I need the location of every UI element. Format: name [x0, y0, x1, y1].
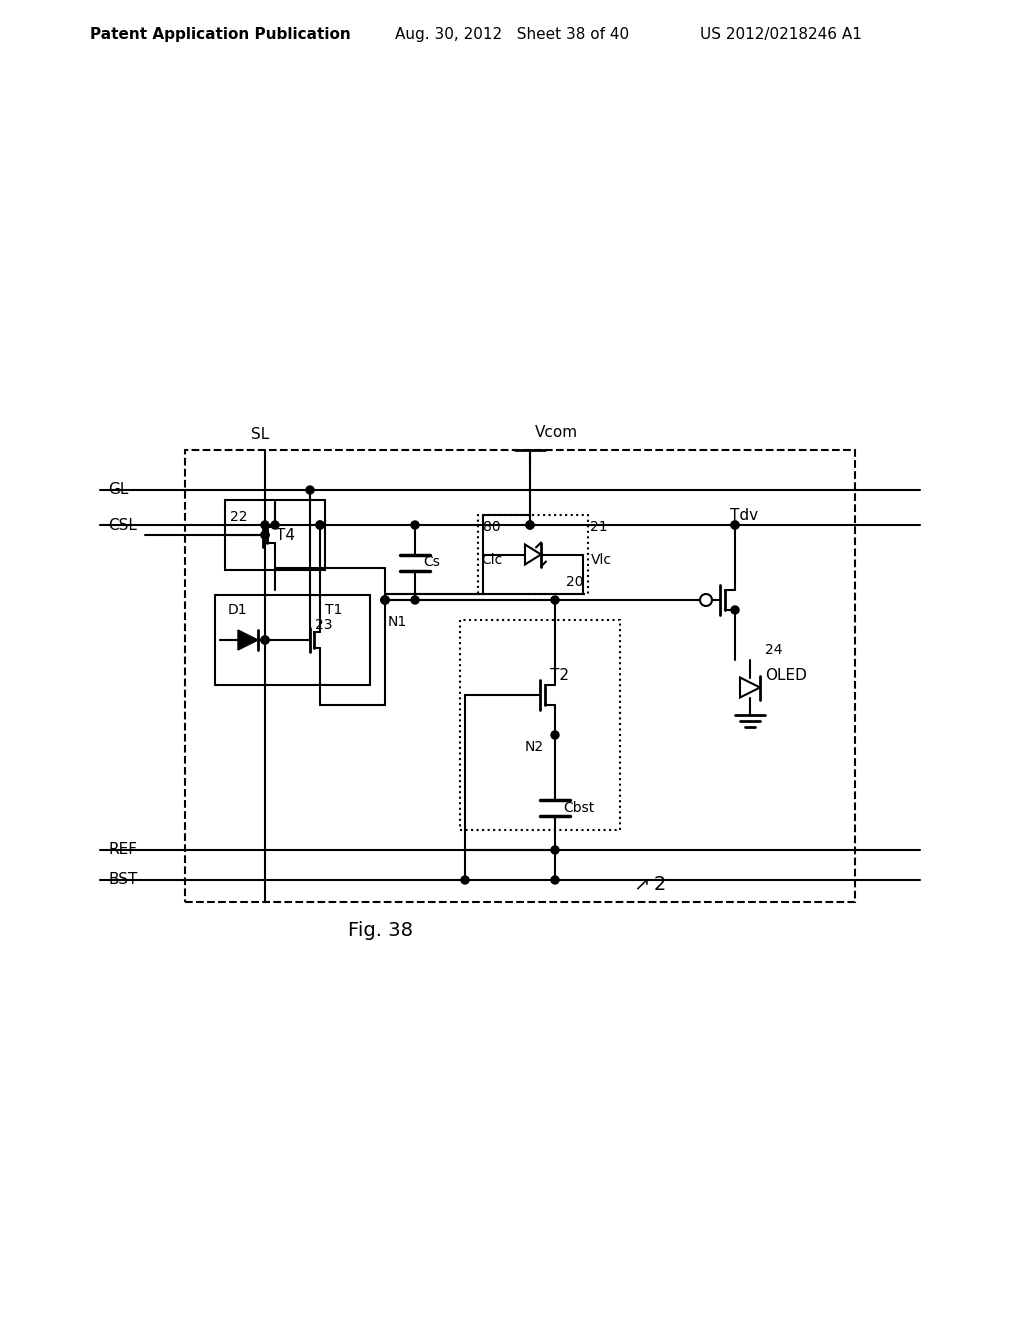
- Circle shape: [306, 486, 314, 494]
- Circle shape: [261, 531, 269, 539]
- Text: Fig. 38: Fig. 38: [347, 920, 413, 940]
- Circle shape: [551, 731, 559, 739]
- Circle shape: [551, 846, 559, 854]
- Text: REF: REF: [108, 842, 137, 858]
- Circle shape: [731, 606, 739, 614]
- Bar: [460, 620, 620, 830]
- Circle shape: [551, 876, 559, 884]
- Circle shape: [261, 636, 269, 644]
- Text: Patent Application Publication: Patent Application Publication: [90, 28, 351, 42]
- Text: Cbst: Cbst: [563, 800, 594, 814]
- Text: N2: N2: [525, 741, 544, 754]
- Circle shape: [551, 597, 559, 605]
- Circle shape: [731, 521, 739, 529]
- Text: Cs: Cs: [423, 556, 440, 569]
- Text: T2: T2: [550, 668, 569, 682]
- Circle shape: [381, 597, 389, 605]
- Text: SL: SL: [251, 426, 269, 442]
- Text: US 2012/0218246 A1: US 2012/0218246 A1: [700, 28, 862, 42]
- Circle shape: [411, 521, 419, 529]
- Text: 21: 21: [590, 520, 607, 535]
- Text: 24: 24: [765, 643, 782, 657]
- Text: CSL: CSL: [108, 517, 137, 532]
- Text: 22: 22: [230, 510, 248, 524]
- Circle shape: [381, 597, 389, 605]
- Circle shape: [261, 636, 269, 644]
- Circle shape: [316, 521, 324, 529]
- Text: 23: 23: [315, 618, 333, 632]
- Bar: [225, 500, 325, 570]
- Circle shape: [271, 521, 279, 529]
- Text: Vcom: Vcom: [535, 425, 579, 440]
- Text: Vlc: Vlc: [591, 553, 612, 566]
- Text: T4: T4: [275, 528, 295, 543]
- Text: BST: BST: [108, 873, 137, 887]
- Circle shape: [261, 521, 269, 529]
- Circle shape: [411, 597, 419, 605]
- Text: $\mathregular{\nearrow}$2: $\mathregular{\nearrow}$2: [630, 875, 667, 895]
- Text: 80: 80: [483, 520, 501, 535]
- Text: Tdv: Tdv: [730, 507, 758, 523]
- Text: 20: 20: [566, 576, 584, 589]
- Circle shape: [316, 521, 324, 529]
- Circle shape: [261, 531, 269, 539]
- Bar: [478, 515, 588, 594]
- Text: N1: N1: [388, 615, 408, 630]
- Text: GL: GL: [108, 483, 128, 498]
- Text: T1: T1: [325, 603, 342, 616]
- Text: Clc: Clc: [481, 553, 502, 566]
- Text: D1: D1: [228, 603, 248, 616]
- Circle shape: [381, 597, 389, 605]
- Polygon shape: [238, 630, 258, 649]
- Circle shape: [731, 521, 739, 529]
- Text: Aug. 30, 2012   Sheet 38 of 40: Aug. 30, 2012 Sheet 38 of 40: [395, 28, 629, 42]
- Circle shape: [526, 521, 534, 529]
- Text: OLED: OLED: [765, 668, 807, 682]
- Circle shape: [526, 521, 534, 529]
- Circle shape: [461, 876, 469, 884]
- Bar: [215, 595, 370, 685]
